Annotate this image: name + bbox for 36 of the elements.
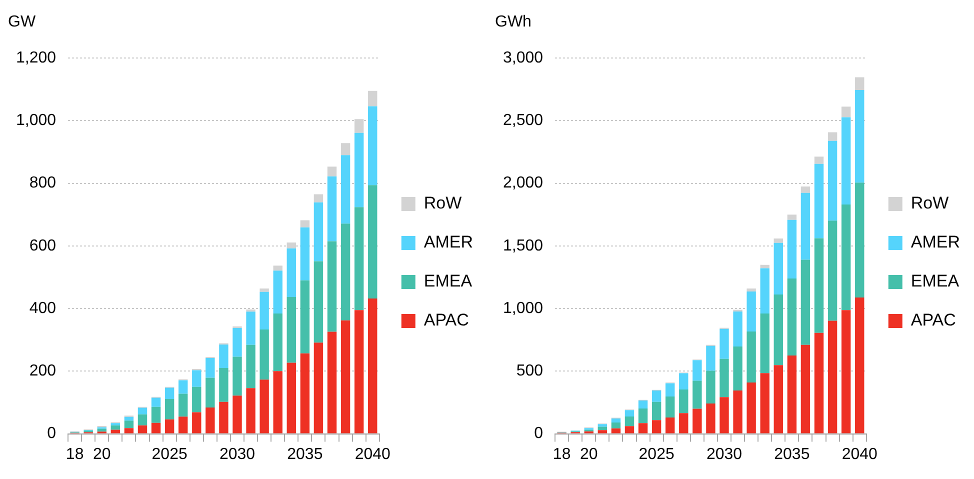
y-tick-label: 2,000 — [502, 174, 544, 192]
legend-label: EMEA — [910, 272, 960, 291]
legend-label: AMER — [910, 232, 960, 252]
x-tick-label: 2025 — [152, 446, 188, 463]
y-axis-title: GW — [8, 13, 36, 30]
y-tick-label: 800 — [29, 174, 56, 192]
x-tick-label: 18 — [66, 446, 84, 463]
y-tick-label: 500 — [516, 362, 544, 380]
x-tick-label: 20 — [580, 446, 598, 463]
y-tick-label: 400 — [29, 300, 56, 317]
legend-label: RoW — [910, 194, 949, 213]
x-tick-label: 18 — [552, 446, 571, 463]
y-tick-label: 0 — [534, 425, 544, 442]
legend-label: APAC — [910, 310, 956, 330]
y-tick-label: 200 — [29, 362, 56, 380]
y-tick-label: 2,500 — [502, 112, 544, 130]
x-tick-label: 2030 — [219, 446, 256, 463]
legend-label: EMEA — [424, 272, 473, 291]
y-axis-title: GWh — [495, 13, 532, 30]
legend-label: AMER — [424, 232, 474, 252]
y-tick-label: 0 — [47, 425, 56, 442]
y-tick-label: 600 — [29, 237, 56, 254]
x-tick-label: 2030 — [706, 446, 742, 463]
y-tick-label: 1,000 — [16, 112, 56, 130]
x-tick-label: 20 — [92, 446, 111, 463]
x-tick-label: 2035 — [774, 446, 810, 463]
y-tick-label: 1,000 — [502, 300, 544, 317]
x-tick-label: 2040 — [354, 446, 391, 463]
legend-label: APAC — [424, 310, 469, 330]
x-tick-label: 2040 — [842, 446, 878, 463]
y-tick-label: 1,500 — [502, 237, 544, 254]
y-tick-label: 1,200 — [16, 49, 56, 66]
legend-label: RoW — [424, 194, 462, 213]
x-tick-label: 2025 — [638, 446, 674, 463]
y-tick-label: 3,000 — [502, 49, 544, 66]
x-tick-label: 2035 — [287, 446, 323, 463]
